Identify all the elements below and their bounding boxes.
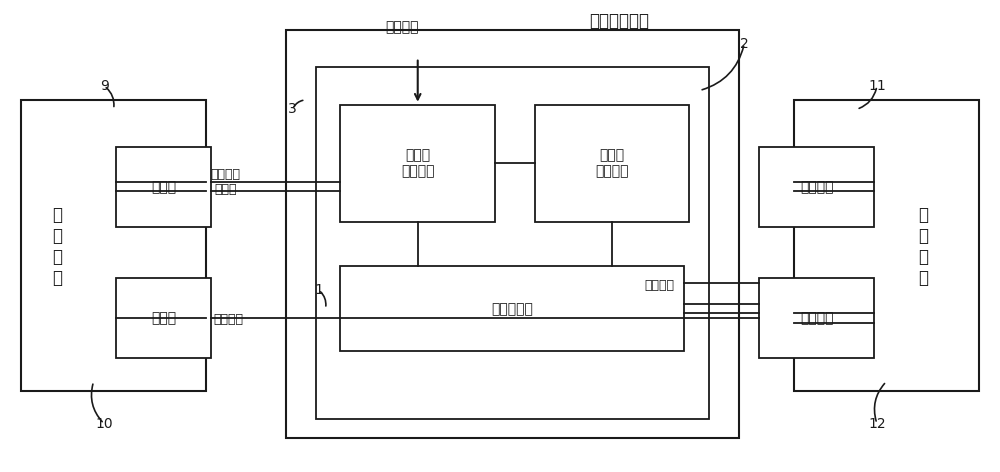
Bar <box>316 67 709 419</box>
Bar <box>794 100 979 391</box>
Text: 测控模块: 测控模块 <box>800 311 833 325</box>
Text: 执行器控制器: 执行器控制器 <box>590 12 650 30</box>
Bar <box>286 30 739 438</box>
Text: 执行器: 执行器 <box>151 180 176 194</box>
Bar <box>340 105 495 222</box>
Bar <box>759 278 874 358</box>
Bar <box>340 267 684 351</box>
Bar <box>535 105 689 222</box>
Bar <box>891 107 956 386</box>
Text: 传感器: 传感器 <box>151 311 176 325</box>
Text: 外部供电: 外部供电 <box>386 20 419 34</box>
Text: 主控制模块: 主控制模块 <box>492 302 533 316</box>
Text: 12: 12 <box>868 417 886 430</box>
Text: 9: 9 <box>100 79 109 93</box>
Text: 2: 2 <box>740 37 749 51</box>
Text: 被
控
系
统: 被 控 系 统 <box>52 206 62 287</box>
Text: 总线模块: 总线模块 <box>800 180 833 194</box>
Text: 1: 1 <box>314 283 323 297</box>
Text: 3: 3 <box>288 102 297 116</box>
Text: 10: 10 <box>95 417 113 430</box>
Bar <box>21 100 206 391</box>
Text: 11: 11 <box>868 79 886 93</box>
Text: 驱动及监
测信号: 驱动及监 测信号 <box>211 168 241 196</box>
Text: 显示及
操作模块: 显示及 操作模块 <box>595 148 629 178</box>
Text: 交直流
电源模块: 交直流 电源模块 <box>401 148 434 178</box>
Text: 测
控
系
统: 测 控 系 统 <box>918 206 928 287</box>
Text: 物理信号: 物理信号 <box>214 313 244 326</box>
Bar <box>116 147 211 227</box>
Bar <box>24 107 89 386</box>
Bar <box>116 278 211 358</box>
Text: 通讯信号: 通讯信号 <box>645 279 675 292</box>
Bar <box>759 147 874 227</box>
